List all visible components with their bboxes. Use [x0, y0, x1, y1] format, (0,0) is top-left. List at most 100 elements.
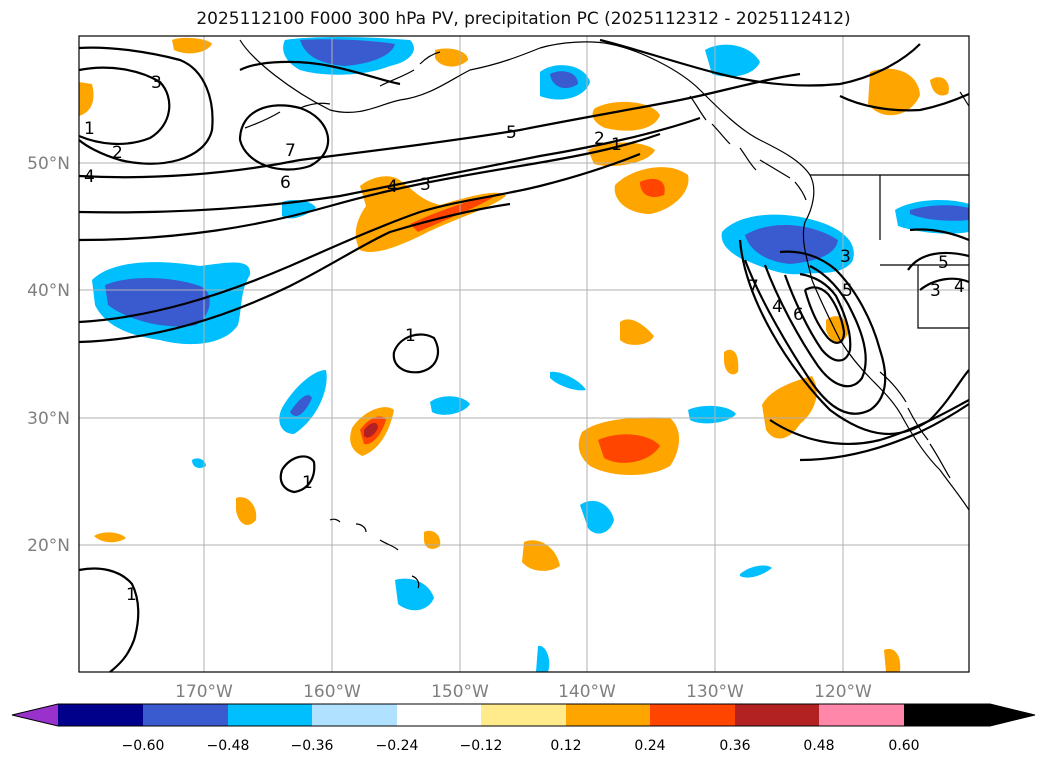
precip-blue-125w [740, 565, 772, 578]
colorbar-cell [397, 704, 481, 726]
precip-blue-140w-22n [580, 500, 614, 534]
lon-tick: 170°W [175, 682, 233, 702]
pv-contour-7-north [239, 60, 401, 86]
precip-orange-canada [868, 68, 920, 116]
lon-tick: 160°W [303, 682, 361, 702]
ocean-background [79, 36, 969, 672]
pv-contour-1-se [769, 399, 970, 446]
pv-contour-3 [78, 152, 641, 324]
precip-orange-177w [94, 532, 126, 543]
precip-orange-canada-b [930, 77, 949, 96]
pv-contour-1-se-b [799, 403, 970, 462]
pv-trough-3 [783, 272, 852, 362]
clabel: 7 [285, 141, 296, 161]
clabel: 4 [84, 167, 95, 187]
precip-orange-127w [724, 349, 739, 375]
clabel: 3 [840, 247, 851, 267]
colorbar-tick-labels: −0.60 −0.48 −0.36 −0.24 −0.12 0.12 0.24 … [122, 738, 920, 754]
pv-trough-outer [738, 239, 970, 436]
precip-blue-bottom [536, 645, 550, 672]
pv-contours-rockies [907, 228, 970, 291]
colorbar-tick: −0.36 [291, 738, 334, 754]
colorbar-extend-min [12, 704, 58, 726]
pv-contour-w-ridge-inner [78, 66, 171, 146]
pv-contour-2 [78, 202, 511, 344]
colorbar-extend-max [904, 704, 1035, 726]
precip-blob-140w-b [588, 142, 655, 167]
colorbar: −0.60 −0.48 −0.36 −0.24 −0.12 0.12 0.24 … [11, 703, 1036, 754]
precip-blue-130w [688, 405, 736, 424]
clabel: 3 [420, 175, 431, 195]
pv-trough-1 [743, 250, 887, 415]
clabel: 7 [748, 277, 759, 297]
precip-shading [79, 37, 969, 672]
precip-core-143w [550, 71, 578, 89]
pv-contour-1-sw [78, 567, 140, 673]
lat-tick: 20°N [27, 536, 70, 556]
map-panel: 3 1 2 4 6 7 5 4 3 2 1 1 1 1 7 4 6 3 5 4 … [78, 35, 970, 673]
precip-orange-143w [522, 540, 560, 571]
colorbar-cell [143, 704, 228, 726]
precip-core-135w [640, 178, 665, 198]
lon-tick-labels: 170°W 160°W 150°W 140°W 130°W 120°W [175, 682, 872, 702]
colorbar-tick: 0.12 [550, 738, 581, 754]
colorbar-tick: −0.60 [122, 738, 165, 754]
clabel: 2 [112, 143, 123, 163]
colorbar-tick: −0.48 [207, 738, 250, 754]
pv-contour-1-center [392, 333, 439, 374]
clabel: 3 [930, 281, 941, 301]
clabel: 5 [938, 253, 949, 273]
precip-blue-dot [192, 458, 206, 468]
precip-blue-163w [282, 200, 316, 219]
precip-core-alaska [300, 39, 395, 66]
colorbar-tick: −0.24 [376, 738, 419, 754]
precip-core-138w [598, 434, 660, 463]
pv-contour-ne [839, 92, 970, 112]
precip-core-rockies [910, 205, 969, 221]
lon-tick: 140°W [558, 682, 616, 702]
precip-darkred-157w [364, 422, 378, 438]
colorbar-outline [11, 703, 1036, 727]
pv-contour-4 [78, 132, 661, 242]
precip-orange-top [172, 37, 212, 54]
clabel: 1 [611, 135, 622, 155]
precip-orange-137w [620, 319, 654, 345]
lon-tick: 150°W [431, 682, 489, 702]
lat-tick: 40°N [27, 281, 70, 301]
pv-contour-labels: 3 1 2 4 6 7 5 4 3 2 1 1 1 1 7 4 6 3 5 4 … [84, 73, 965, 605]
clabel: 1 [302, 473, 313, 493]
precip-core-162w [290, 395, 312, 417]
pv-contour-1-north [599, 38, 921, 87]
clabel: 3 [151, 73, 162, 93]
clabel: 6 [280, 173, 291, 193]
colorbar-cell [819, 704, 904, 726]
precip-orange-edge [79, 82, 94, 116]
clabel: 5 [506, 123, 517, 143]
precip-blue-152w [395, 578, 434, 611]
colorbar-cell [312, 704, 397, 726]
colorbar-tick: −0.12 [460, 738, 503, 754]
precip-blue-128w [705, 44, 760, 77]
pv-trough-2 [763, 264, 867, 388]
precip-orange-bottom [884, 648, 901, 672]
pv-contour-6 [78, 72, 801, 179]
pv-contour-w-ridge [78, 46, 214, 165]
clabel: 5 [842, 281, 853, 301]
precip-core-nw-us [745, 224, 838, 264]
clabel: 2 [594, 129, 605, 149]
precip-band-orange [355, 176, 506, 253]
lat-tick: 50°N [27, 154, 70, 174]
colorbar-cell [58, 704, 143, 726]
clabel: 4 [954, 277, 965, 297]
colorbar-tick: 0.36 [719, 738, 750, 754]
pv-trough-4 [803, 286, 846, 344]
colorbar-tick: 0.24 [634, 738, 665, 754]
lon-tick: 120°W [814, 682, 872, 702]
precip-band-core [410, 196, 495, 232]
colorbar-cell [228, 704, 312, 726]
colorbar-cell [481, 704, 566, 726]
lon-tick: 130°W [686, 682, 744, 702]
clabel: 6 [793, 305, 804, 325]
map-title: 2025112100 F000 300 hPa PV, precipitatio… [196, 9, 851, 29]
